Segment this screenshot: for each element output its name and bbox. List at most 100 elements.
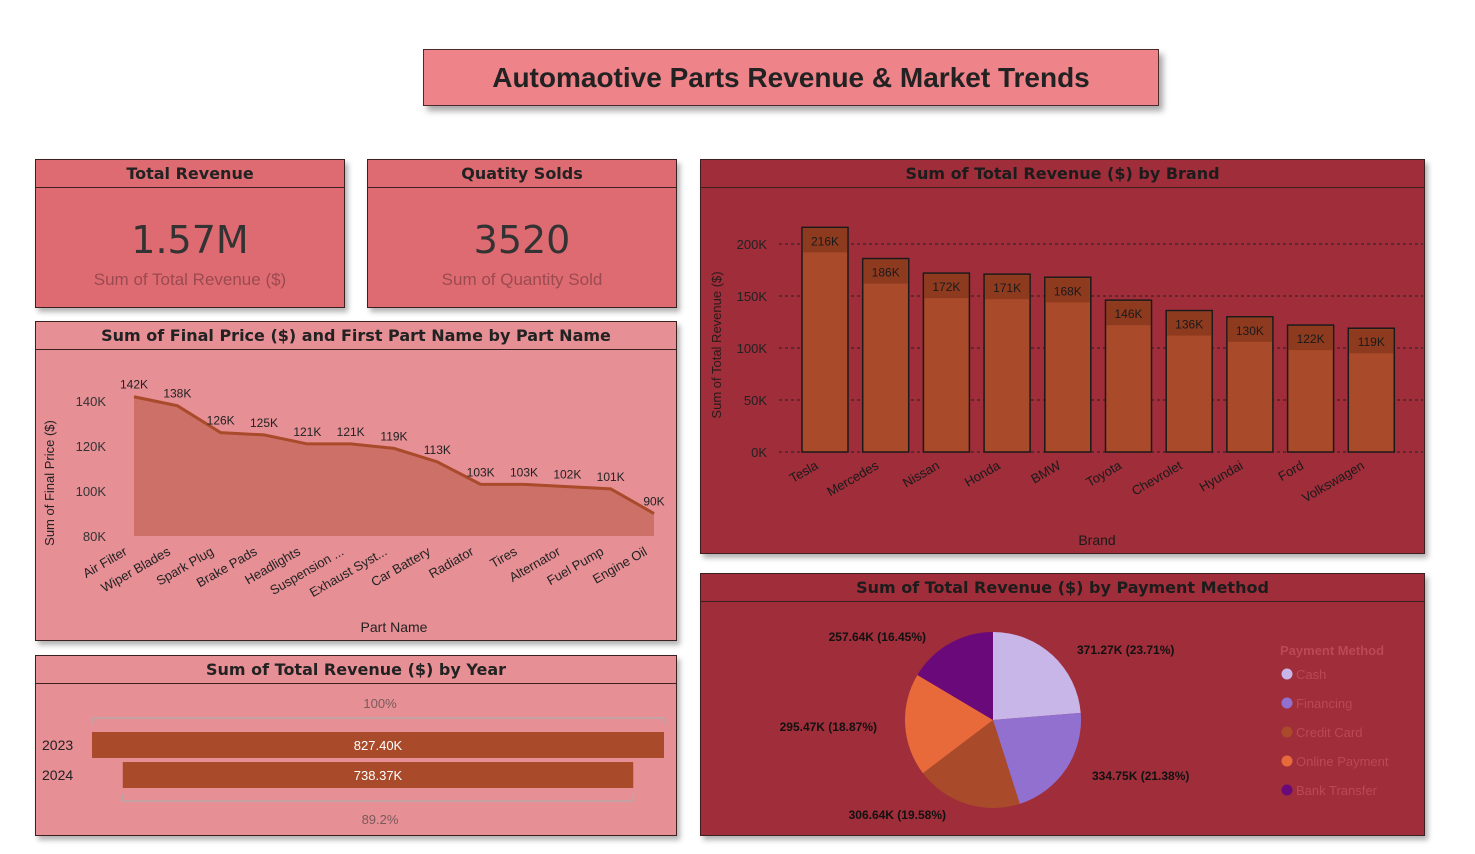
bar bbox=[1347, 327, 1396, 453]
data-label: 103K bbox=[510, 465, 538, 479]
year-bar bbox=[92, 732, 664, 758]
bar bbox=[861, 257, 910, 453]
top-percent-label: 100% bbox=[363, 696, 397, 711]
pie-slice bbox=[922, 720, 1020, 808]
year-revenue-chart-title: Sum of Total Revenue ($) by Year bbox=[36, 656, 676, 684]
bar-rect bbox=[983, 273, 1031, 453]
bar-label-bg bbox=[1288, 326, 1333, 351]
data-label: 142K bbox=[120, 378, 148, 392]
bar-rect bbox=[1104, 299, 1153, 453]
bar-label-bg bbox=[1349, 329, 1394, 354]
y-tick-label: 0K bbox=[751, 445, 767, 460]
y-tick-label: 100K bbox=[76, 484, 107, 499]
bar-label-bg bbox=[1045, 278, 1090, 303]
data-label: 172K bbox=[932, 280, 960, 294]
bar bbox=[1286, 324, 1335, 453]
quantity-sold-title: Quatity Solds bbox=[368, 160, 676, 188]
data-label: 113K bbox=[424, 443, 451, 457]
x-tick-label: BMW bbox=[1028, 457, 1064, 486]
brand-revenue-chart-title: Sum of Total Revenue ($) by Brand bbox=[701, 160, 1424, 188]
total-revenue-value: 1.57M bbox=[131, 218, 249, 262]
y-tick-label: 120K bbox=[76, 439, 107, 454]
y-axis-title: Sum of Final Price ($) bbox=[42, 420, 57, 546]
data-label: 168K bbox=[1054, 284, 1082, 298]
data-label: 119K bbox=[380, 429, 407, 443]
bar bbox=[801, 226, 849, 453]
y-tick-label: 200K bbox=[737, 237, 768, 252]
legend-title: Payment Method bbox=[1280, 643, 1384, 658]
x-tick-label: Toyota bbox=[1083, 457, 1124, 490]
legend-marker bbox=[1281, 726, 1293, 738]
data-label: 101K bbox=[597, 470, 625, 484]
pie-data-label: 295.47K (18.87%) bbox=[780, 720, 877, 734]
pie-data-label: 306.64K (19.58%) bbox=[849, 808, 946, 822]
y-tick-label: 140K bbox=[76, 394, 107, 409]
total-revenue-card[interactable]: Total Revenue 1.57M Sum of Total Revenue… bbox=[35, 159, 345, 308]
bar-label-bg bbox=[1106, 301, 1151, 326]
y-tick-label: 100K bbox=[737, 341, 768, 356]
pie-slice bbox=[917, 632, 993, 720]
dashboard-title: Automaotive Parts Revenue & Market Trend… bbox=[423, 49, 1159, 106]
pie-slice bbox=[905, 674, 993, 774]
legend-label: Financing bbox=[1296, 696, 1352, 711]
data-label: 216K bbox=[811, 234, 839, 248]
legend-marker bbox=[1281, 755, 1293, 767]
payment-method-chart-title: Sum of Total Revenue ($) by Payment Meth… bbox=[701, 574, 1424, 602]
pie-data-label: 257.64K (16.45%) bbox=[829, 630, 926, 644]
data-label: 103K bbox=[467, 465, 495, 479]
bar bbox=[1044, 276, 1092, 453]
pie-data-label: 371.27K (23.71%) bbox=[1077, 643, 1174, 657]
data-label: 125K bbox=[250, 416, 278, 430]
pie-data-label: 334.75K (21.38%) bbox=[1092, 769, 1189, 783]
data-label: 121K bbox=[293, 425, 321, 439]
x-tick-label: Hyundai bbox=[1197, 458, 1246, 495]
data-label: 90K bbox=[643, 495, 664, 509]
total-revenue-label: Sum of Total Revenue ($) bbox=[93, 270, 287, 289]
x-tick-label: Nissan bbox=[900, 458, 942, 491]
legend-label: Bank Transfer bbox=[1296, 783, 1378, 798]
bar-label-bg bbox=[985, 275, 1030, 300]
bar bbox=[1165, 309, 1213, 453]
data-label: 121K bbox=[337, 425, 365, 439]
year-label: 2023 bbox=[42, 737, 73, 753]
data-label: 738.37K bbox=[354, 768, 403, 783]
data-label: 126K bbox=[207, 414, 235, 428]
brand-revenue-chart-panel[interactable]: Sum of Total Revenue ($) by Brand 0K 50K 1… bbox=[700, 159, 1425, 554]
year-revenue-bar-chart[interactable]: 100% 89.2% 827.40K 2023 738.37K 2024 bbox=[36, 684, 676, 835]
year-revenue-chart-panel[interactable]: Sum of Total Revenue ($) by Year 100% 89.… bbox=[35, 655, 677, 836]
year-bar bbox=[122, 762, 634, 788]
bar-label-bg bbox=[803, 228, 847, 253]
y-tick-label: 150K bbox=[737, 289, 768, 304]
x-tick-label: Tesla bbox=[787, 457, 821, 486]
x-tick-label: Honda bbox=[962, 457, 1003, 490]
legend-label: Credit Card bbox=[1296, 725, 1362, 740]
year-label: 2024 bbox=[42, 767, 73, 783]
x-tick-label: Mercedes bbox=[824, 457, 881, 499]
data-label: 102K bbox=[553, 468, 581, 482]
brand-revenue-bar-chart[interactable]: 0K 50K 100K 150K 200K 216K Tesla 186K Mercedes 17… bbox=[701, 188, 1424, 553]
bar-label-bg bbox=[1227, 317, 1272, 342]
bar bbox=[922, 272, 971, 453]
x-tick-label: Radiator bbox=[426, 543, 477, 581]
part-price-chart-title: Sum of Final Price ($) and First Part Na… bbox=[36, 322, 676, 350]
bar-rect bbox=[922, 272, 971, 453]
bar bbox=[1226, 316, 1274, 453]
bar-rect bbox=[801, 226, 849, 453]
payment-method-pie-chart[interactable]: 371.27K (23.71%) 334.75K (21.38%) 306.64K … bbox=[701, 602, 1424, 835]
bar-label-bg bbox=[1167, 311, 1212, 336]
part-price-chart-panel[interactable]: Sum of Final Price ($) and First Part Na… bbox=[35, 321, 677, 641]
data-label: 186K bbox=[872, 266, 900, 280]
x-axis-title: Brand bbox=[1078, 532, 1115, 548]
payment-method-chart-panel[interactable]: Sum of Total Revenue ($) by Payment Meth… bbox=[700, 573, 1425, 836]
bar-label-bg bbox=[863, 259, 908, 284]
bar-label-bg bbox=[924, 274, 969, 299]
quantity-sold-card[interactable]: Quatity Solds 3520 Sum of Quantity Sold bbox=[367, 159, 677, 308]
x-axis-title: Part Name bbox=[361, 619, 428, 635]
quantity-sold-label: Sum of Quantity Sold bbox=[441, 270, 603, 289]
data-label: 130K bbox=[1236, 324, 1264, 338]
legend-label: Online Payment bbox=[1296, 754, 1389, 769]
area-line bbox=[133, 395, 655, 515]
pie-slice bbox=[993, 632, 1081, 720]
data-label: 136K bbox=[1175, 318, 1203, 332]
